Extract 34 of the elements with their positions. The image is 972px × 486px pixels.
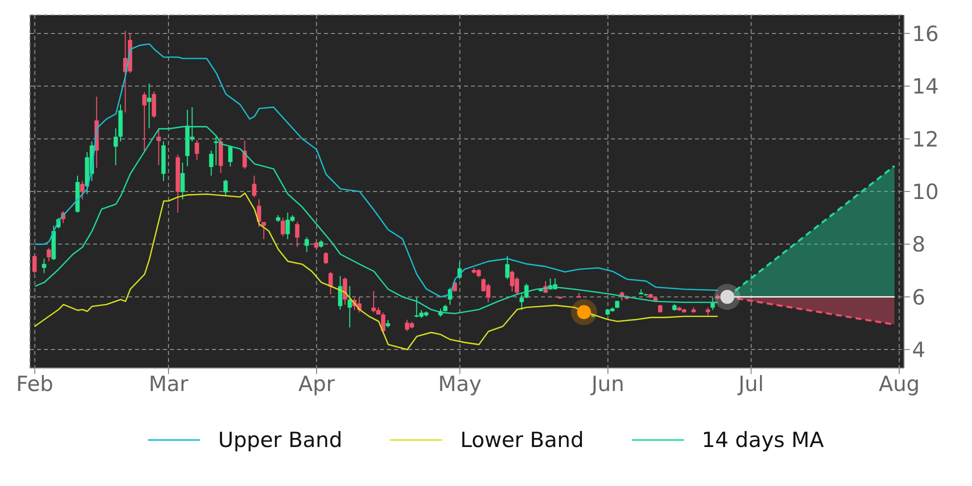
legend-label: 14 days MA: [702, 428, 824, 452]
candlestick: [295, 222, 300, 248]
y-tick-label: 16: [912, 22, 939, 46]
x-tick-label: Apr: [298, 372, 336, 396]
candlestick: [304, 236, 309, 253]
candlestick: [262, 221, 266, 240]
y-tick-label: 4: [912, 338, 926, 362]
y-tick-label: 10: [912, 180, 939, 204]
candlestick: [280, 217, 286, 237]
y-tick-label: 12: [912, 127, 939, 152]
candlestick: [209, 150, 214, 176]
legend-label: Lower Band: [460, 428, 584, 452]
candlestick: [381, 312, 386, 334]
x-tick-label: Aug: [878, 372, 920, 396]
candlestick: [505, 256, 510, 280]
candlestick: [242, 140, 247, 170]
x-tick-label: May: [438, 372, 482, 396]
x-tick-label: Mar: [148, 372, 189, 396]
candlestick: [180, 162, 185, 200]
candlestick: [338, 276, 342, 310]
x-tick-label: Jun: [589, 372, 624, 396]
x-tick-label: Jul: [736, 372, 764, 396]
candlestick: [252, 175, 256, 198]
candlestick: [348, 286, 352, 328]
candlestick: [223, 179, 228, 196]
candlestick: [194, 140, 200, 160]
candlestick: [324, 252, 328, 264]
y-tick-label: 8: [912, 232, 926, 257]
candlestick: [328, 271, 333, 295]
legend-label: Upper Band: [218, 428, 342, 452]
x-tick-label: Feb: [16, 372, 54, 396]
candlestick: [520, 294, 524, 311]
y-tick-label: 14: [912, 74, 939, 99]
y-tick-label: 6: [912, 285, 926, 310]
